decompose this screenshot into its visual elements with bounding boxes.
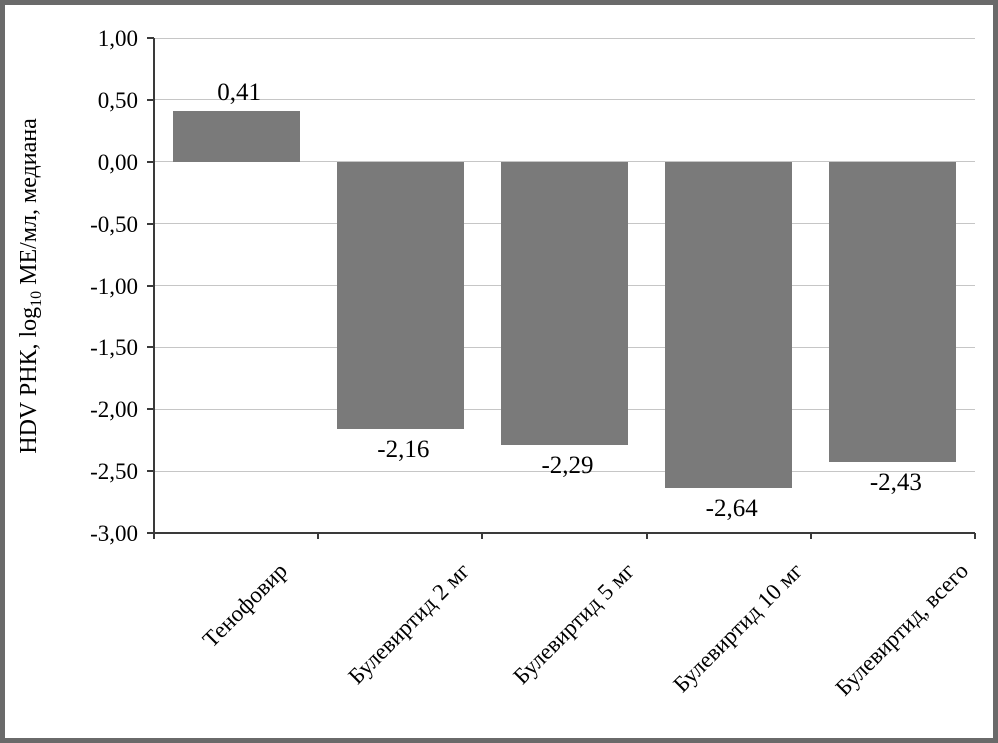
y-axis-title-prefix: HDV РНК, log xyxy=(16,306,42,454)
category-label: Тенофовир xyxy=(197,558,293,653)
bar xyxy=(829,161,957,463)
value-label: -2,29 xyxy=(541,452,594,480)
x-tick xyxy=(974,533,976,539)
category-label: Булевиртид 2 мг xyxy=(343,558,475,689)
bar xyxy=(665,161,793,489)
value-label: -2,43 xyxy=(869,469,922,497)
x-tick xyxy=(809,533,812,539)
value-label: -2,16 xyxy=(377,436,430,464)
y-tick xyxy=(147,98,154,101)
x-tick xyxy=(481,533,484,539)
gridline xyxy=(154,37,975,39)
x-tick xyxy=(317,533,320,539)
y-tick xyxy=(147,37,154,39)
y-tick xyxy=(147,532,154,534)
bar xyxy=(501,161,628,446)
y-tick-label: -2,50 xyxy=(90,459,138,485)
y-tick-label: 1,00 xyxy=(97,26,138,51)
value-label: -2,64 xyxy=(705,495,758,523)
gridline xyxy=(154,99,975,101)
bar xyxy=(172,111,300,162)
y-tick xyxy=(147,408,154,411)
category-label: Булевиртид 10 мг xyxy=(668,558,808,698)
x-axis-line xyxy=(153,532,975,534)
bar xyxy=(336,161,464,430)
category-label: Булевиртид, всего xyxy=(830,558,974,701)
y-tick-label: 0,50 xyxy=(97,87,138,113)
y-tick-label: -0,50 xyxy=(90,211,138,237)
y-axis-line xyxy=(153,38,155,534)
y-tick xyxy=(147,470,154,473)
y-axis-title-suffix: МЕ/мл, медиана xyxy=(16,118,42,291)
y-tick-label: 0,00 xyxy=(97,149,138,175)
x-tick xyxy=(153,533,155,539)
y-tick-label: -1,00 xyxy=(90,273,138,299)
gridline xyxy=(154,470,975,472)
y-tick xyxy=(147,346,154,349)
category-label: Булевиртид 5 мг xyxy=(507,558,639,689)
bar-chart: HDV РНК, log10 МЕ/мл, медиана 1,00 0,50 0,… xyxy=(5,5,993,738)
x-tick xyxy=(645,533,648,539)
y-tick xyxy=(147,160,154,163)
y-tick-label: -2,00 xyxy=(90,397,138,423)
value-label: 0,41 xyxy=(217,79,261,106)
y-tick-label: -1,50 xyxy=(90,335,138,361)
y-tick xyxy=(147,284,154,287)
y-tick xyxy=(147,222,154,225)
y-tick-label: -3,00 xyxy=(90,521,138,546)
